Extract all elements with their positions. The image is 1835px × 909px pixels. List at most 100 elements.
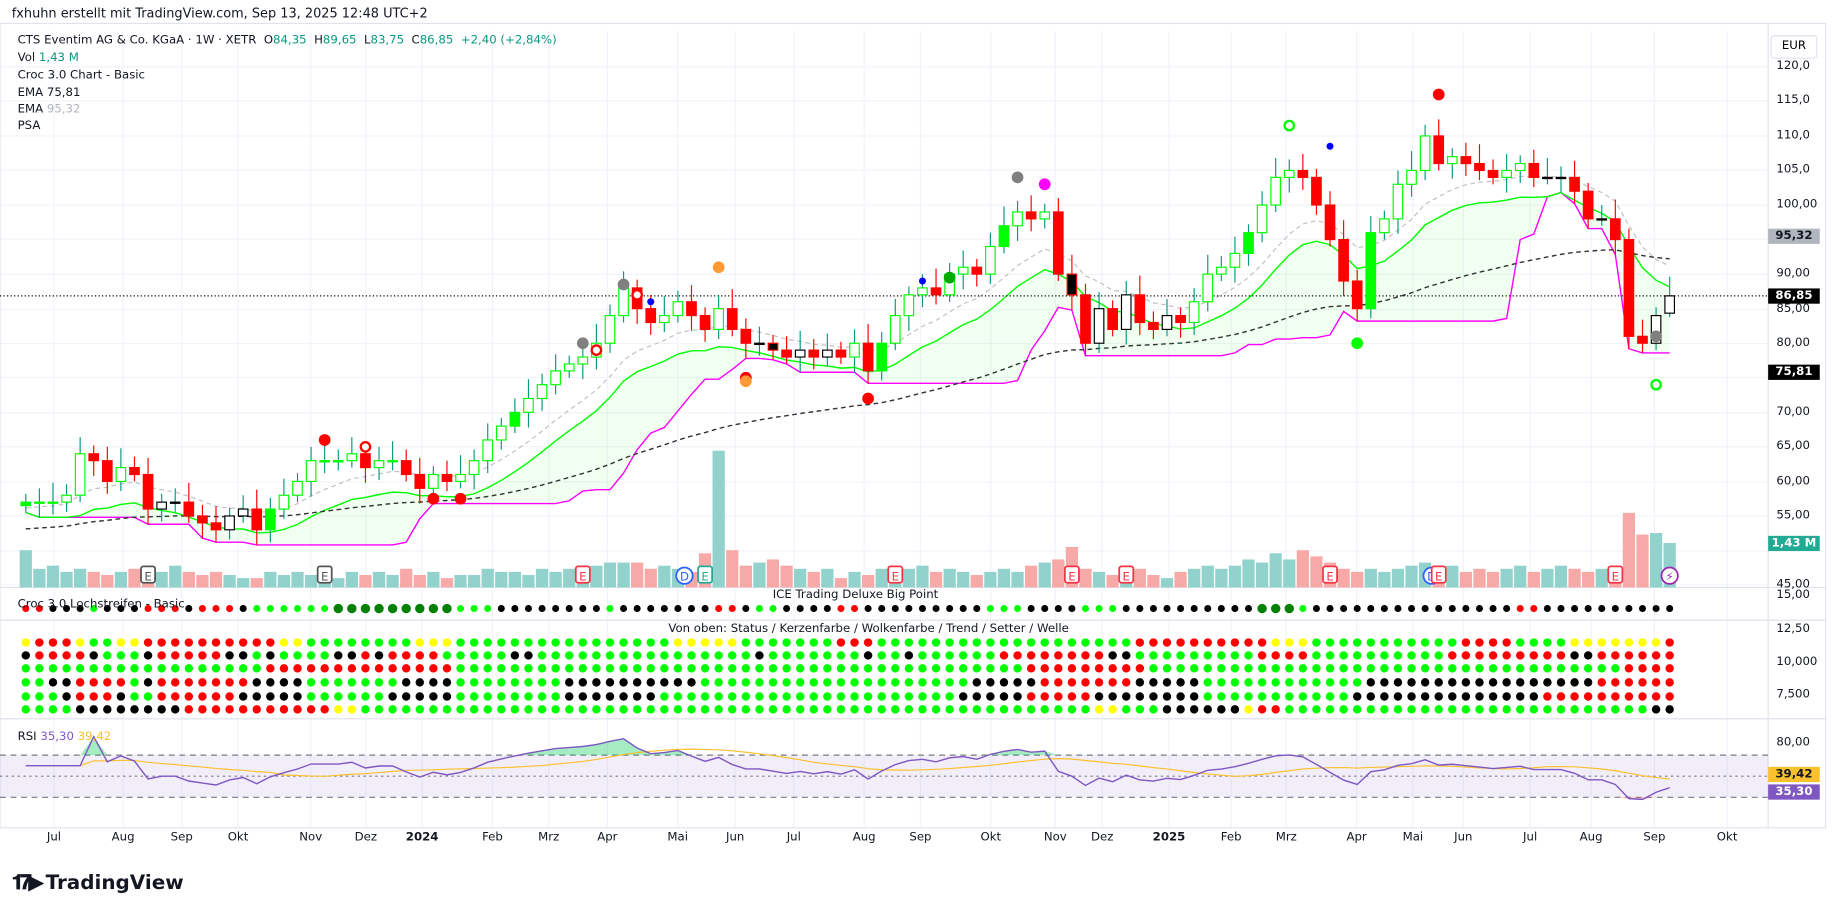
candle: [740, 328, 752, 344]
ice-dot: [565, 605, 573, 613]
status-dot: [1312, 664, 1321, 673]
volume-bar: [1554, 565, 1568, 588]
status-dot: [524, 664, 533, 673]
status-dot: [809, 638, 818, 647]
volume-bar: [1459, 571, 1472, 588]
volume-bar: [766, 559, 780, 588]
rsi-overbought-fill: [569, 746, 583, 756]
status-dot: [1543, 664, 1552, 673]
status-dot: [1230, 692, 1240, 701]
time-axis-label: Mrz: [1275, 831, 1297, 845]
event-label: E: [701, 569, 708, 583]
high-label: H: [314, 34, 323, 47]
earnings-icon: [574, 565, 591, 584]
status-dot: [782, 664, 791, 673]
brand-name: TradingView: [45, 870, 184, 895]
currency-button[interactable]: EUR: [1770, 35, 1818, 59]
volume-bar: [1215, 568, 1228, 588]
status-dot: [891, 651, 900, 660]
status-dot: [619, 664, 628, 673]
status-dot: [1543, 651, 1552, 660]
status-dot: [809, 705, 818, 714]
status-dot: [578, 678, 588, 687]
status-dot: [877, 664, 886, 673]
status-dot: [660, 692, 669, 701]
status-dot: [1380, 651, 1389, 660]
candle: [686, 301, 697, 317]
status-dot: [62, 638, 71, 647]
ice-dot: [1408, 605, 1416, 613]
status-dot: [1448, 678, 1457, 687]
status-dot: [157, 705, 166, 714]
ice-dot: [959, 605, 967, 613]
croc-legend[interactable]: Croc 3.0 Chart - Basic: [17, 69, 146, 83]
status-dot: [1570, 692, 1579, 701]
status-dot: [1217, 692, 1226, 701]
volume-bar: [1242, 559, 1255, 588]
status-dot: [483, 638, 492, 647]
candle: [849, 342, 860, 358]
status-dot: [619, 638, 628, 647]
status-dot: [1026, 651, 1036, 660]
status-dot: [877, 651, 886, 660]
close-value: 86,85: [419, 34, 454, 47]
status-dot: [1108, 651, 1117, 660]
price-axis-label: 90,00: [1776, 267, 1810, 281]
status-dot: [1597, 651, 1606, 660]
candle: [1596, 218, 1608, 221]
volume-bar: [1636, 534, 1649, 588]
rsi-legend[interactable]: RSI 35,30 39,42: [18, 730, 112, 743]
status-dot: [1407, 678, 1416, 687]
candle: [414, 473, 426, 489]
candle: [523, 397, 534, 413]
candle: [1569, 176, 1580, 192]
status-dot: [1067, 664, 1077, 673]
status-dot: [782, 638, 791, 647]
volume-bar: [481, 568, 494, 588]
tradingview-logo[interactable]: 𝟏𝟕▶ TradingView: [12, 870, 184, 895]
status-dot: [35, 651, 44, 660]
status-dot: [714, 692, 723, 701]
status-dot: [1597, 692, 1606, 701]
ice-dot: [442, 603, 452, 614]
volume-bar: [644, 568, 657, 588]
status-dot: [1624, 664, 1634, 673]
volume-bar: [1025, 565, 1038, 588]
status-dot: [700, 638, 710, 647]
psa-legend[interactable]: PSA: [17, 119, 41, 133]
time-axis-label: Apr: [597, 831, 618, 845]
candle: [1460, 156, 1472, 165]
ice-dot: [1122, 605, 1130, 613]
status-dot: [1448, 692, 1457, 701]
status-dot: [1597, 664, 1606, 673]
candle: [1161, 314, 1173, 330]
volume-bar: [1351, 571, 1364, 588]
status-dot: [565, 638, 574, 647]
time-axis-label: Okt: [1716, 831, 1738, 845]
volume-bar: [1201, 565, 1214, 588]
status-dot: [469, 651, 479, 660]
signal-dot-icon: [647, 298, 655, 306]
status-dot: [1488, 678, 1498, 687]
status-dot: [741, 678, 751, 687]
candle: [346, 453, 358, 462]
ice-dot: [1625, 605, 1633, 613]
symbol-title[interactable]: CTS Eventim AG & Co. KGaA · 1W · XETR: [17, 34, 257, 47]
status-dot: [469, 705, 479, 714]
ema1-legend[interactable]: EMA 75,81: [18, 87, 81, 100]
candle: [930, 287, 942, 296]
ema2-legend[interactable]: EMA 95,32: [18, 103, 81, 116]
status-dot: [1583, 664, 1593, 673]
candle: [713, 308, 725, 330]
earnings-icon: [1118, 565, 1135, 584]
volume-legend[interactable]: Vol 1,43 M: [18, 52, 79, 65]
event-label: E: [144, 569, 151, 583]
rsi-overbought-fill: [596, 741, 610, 756]
ice-dot: [321, 605, 329, 613]
status-dot: [999, 664, 1009, 673]
ice-dot: [1666, 605, 1674, 613]
status-dot: [592, 651, 601, 660]
status-dot: [1529, 651, 1539, 660]
status-dot: [1162, 705, 1172, 714]
